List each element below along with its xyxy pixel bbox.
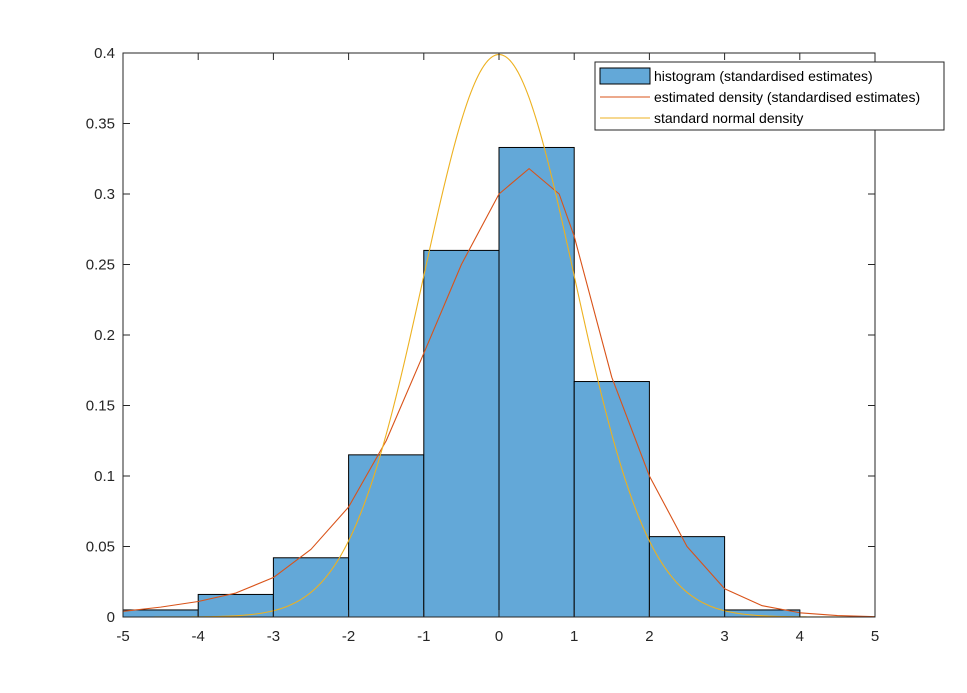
y-tick-label: 0.25 bbox=[86, 257, 115, 274]
histogram-bar bbox=[423, 249, 500, 618]
legend-histogram-swatch bbox=[599, 67, 651, 85]
histogram-bars bbox=[122, 146, 801, 618]
x-tick-label: -4 bbox=[192, 628, 205, 645]
x-tick-label: -2 bbox=[342, 628, 355, 645]
y-tick-label: 0.15 bbox=[86, 398, 115, 415]
legend-estimated-density-label: estimated density (standardised estimate… bbox=[654, 89, 920, 105]
estimated-density-line bbox=[122, 168, 876, 618]
histogram-bar bbox=[573, 381, 650, 618]
x-tick-label: 3 bbox=[720, 628, 728, 645]
histogram-bar bbox=[122, 609, 199, 618]
x-tick-label: -3 bbox=[267, 628, 280, 645]
legend-normal-density-label: standard normal density bbox=[654, 110, 803, 126]
x-tick-label: -1 bbox=[417, 628, 430, 645]
y-tick-label: 0.3 bbox=[94, 186, 115, 203]
x-tick-label: 2 bbox=[645, 628, 653, 645]
y-tick-label: 0.05 bbox=[86, 539, 115, 556]
legend-box bbox=[594, 61, 945, 131]
x-tick-label: 1 bbox=[570, 628, 578, 645]
y-tick-label: 0.4 bbox=[94, 45, 115, 62]
y-tick-label: 0.2 bbox=[94, 327, 115, 344]
x-tick-label: 4 bbox=[796, 628, 804, 645]
x-tick-label: 0 bbox=[495, 628, 503, 645]
histogram-bar bbox=[348, 454, 425, 618]
axes: -5 -4 -3 -2 -1 0 1 2 3 4 5 0 0.05 0.1 0.15 0.2 0.25 0.3 0.… bbox=[86, 45, 879, 645]
legend-histogram-label: histogram (standardised estimates) bbox=[654, 68, 873, 84]
histogram-bar bbox=[648, 536, 726, 618]
histogram-bar bbox=[498, 146, 575, 618]
legend: histogram (standardised estimates) estim… bbox=[594, 61, 945, 131]
histogram-bar bbox=[272, 557, 350, 618]
y-tick-label: 0 bbox=[107, 609, 115, 626]
y-tick-label: 0.1 bbox=[94, 468, 115, 485]
y-tick-label: 0.35 bbox=[86, 116, 115, 133]
x-tick-label: 5 bbox=[871, 628, 879, 645]
x-tick-label: -5 bbox=[116, 628, 129, 645]
